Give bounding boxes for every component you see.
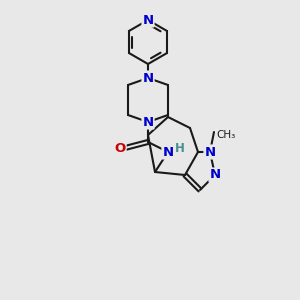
Text: H: H	[175, 142, 185, 155]
Text: N: N	[204, 146, 216, 158]
Text: N: N	[209, 169, 220, 182]
Text: N: N	[162, 146, 174, 158]
Text: N: N	[142, 116, 154, 128]
Text: N: N	[142, 14, 154, 26]
Text: N: N	[142, 71, 154, 85]
Text: O: O	[114, 142, 126, 154]
Text: CH₃: CH₃	[216, 130, 235, 140]
